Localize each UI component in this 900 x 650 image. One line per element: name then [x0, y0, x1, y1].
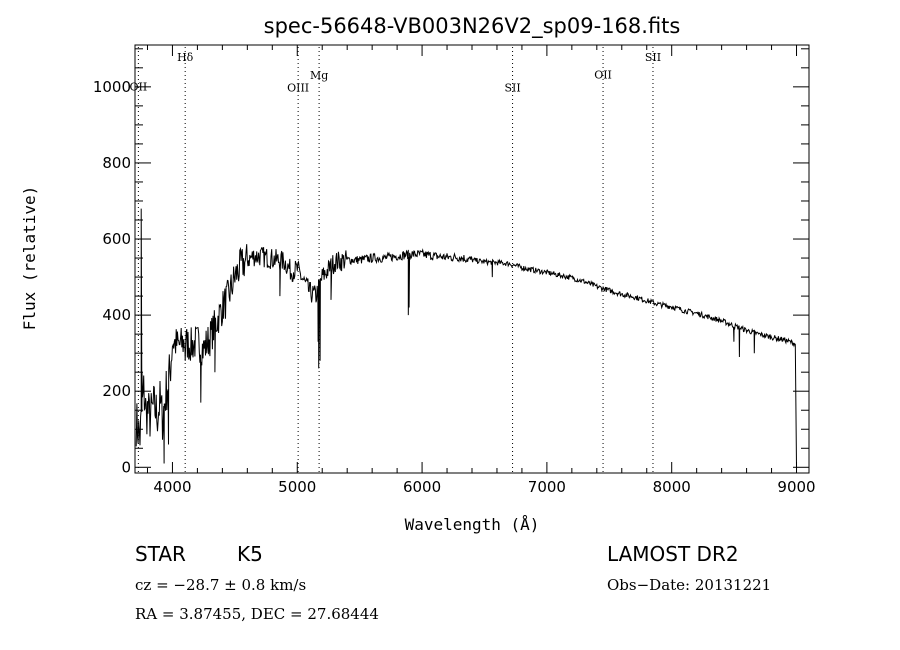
x-axis-label: Wavelength (Å)	[405, 515, 540, 534]
y-tick-label: 1000	[93, 78, 131, 96]
object-class: STAR	[135, 542, 186, 566]
spectral-line-label: OII	[594, 68, 612, 81]
observation-date: Obs−Date: 20131221	[607, 576, 772, 594]
redshift-cz: cz = −28.7 ± 0.8 km/s	[135, 576, 307, 594]
spectrum-series-line	[135, 208, 797, 468]
y-tick-label: 600	[102, 230, 131, 248]
y-tick-label: 200	[102, 382, 131, 400]
spectral-line-label: OIII	[287, 81, 309, 94]
spectral-line-label: SII	[645, 51, 661, 64]
x-tick-label: 7000	[528, 478, 566, 496]
y-axis-label: Flux (relative)	[20, 186, 39, 331]
y-tick-label: 400	[102, 306, 131, 324]
axis-tick-labels: 4000 5000 6000 7000 8000 9000 0 200 400 600 800 100…	[93, 78, 816, 496]
object-subclass: K5	[237, 542, 263, 566]
spectral-line-label: SII	[504, 81, 520, 94]
y-tick-label: 0	[121, 458, 131, 476]
spectral-line-label: Mg	[310, 69, 328, 82]
chart-title: spec-56648-VB003N26V2_sp09-168.fits	[264, 14, 681, 39]
x-tick-label: 5000	[278, 478, 316, 496]
axis-ticks	[135, 45, 809, 473]
x-tick-label: 8000	[653, 478, 691, 496]
x-tick-label: 9000	[777, 478, 815, 496]
y-tick-label: 800	[102, 154, 131, 172]
coordinates: RA = 3.87455, DEC = 27.68444	[135, 605, 379, 623]
survey-name: LAMOST DR2	[607, 542, 739, 566]
spectral-line-label: Hδ	[177, 51, 194, 64]
x-tick-label: 4000	[153, 478, 191, 496]
x-tick-label: 6000	[403, 478, 441, 496]
